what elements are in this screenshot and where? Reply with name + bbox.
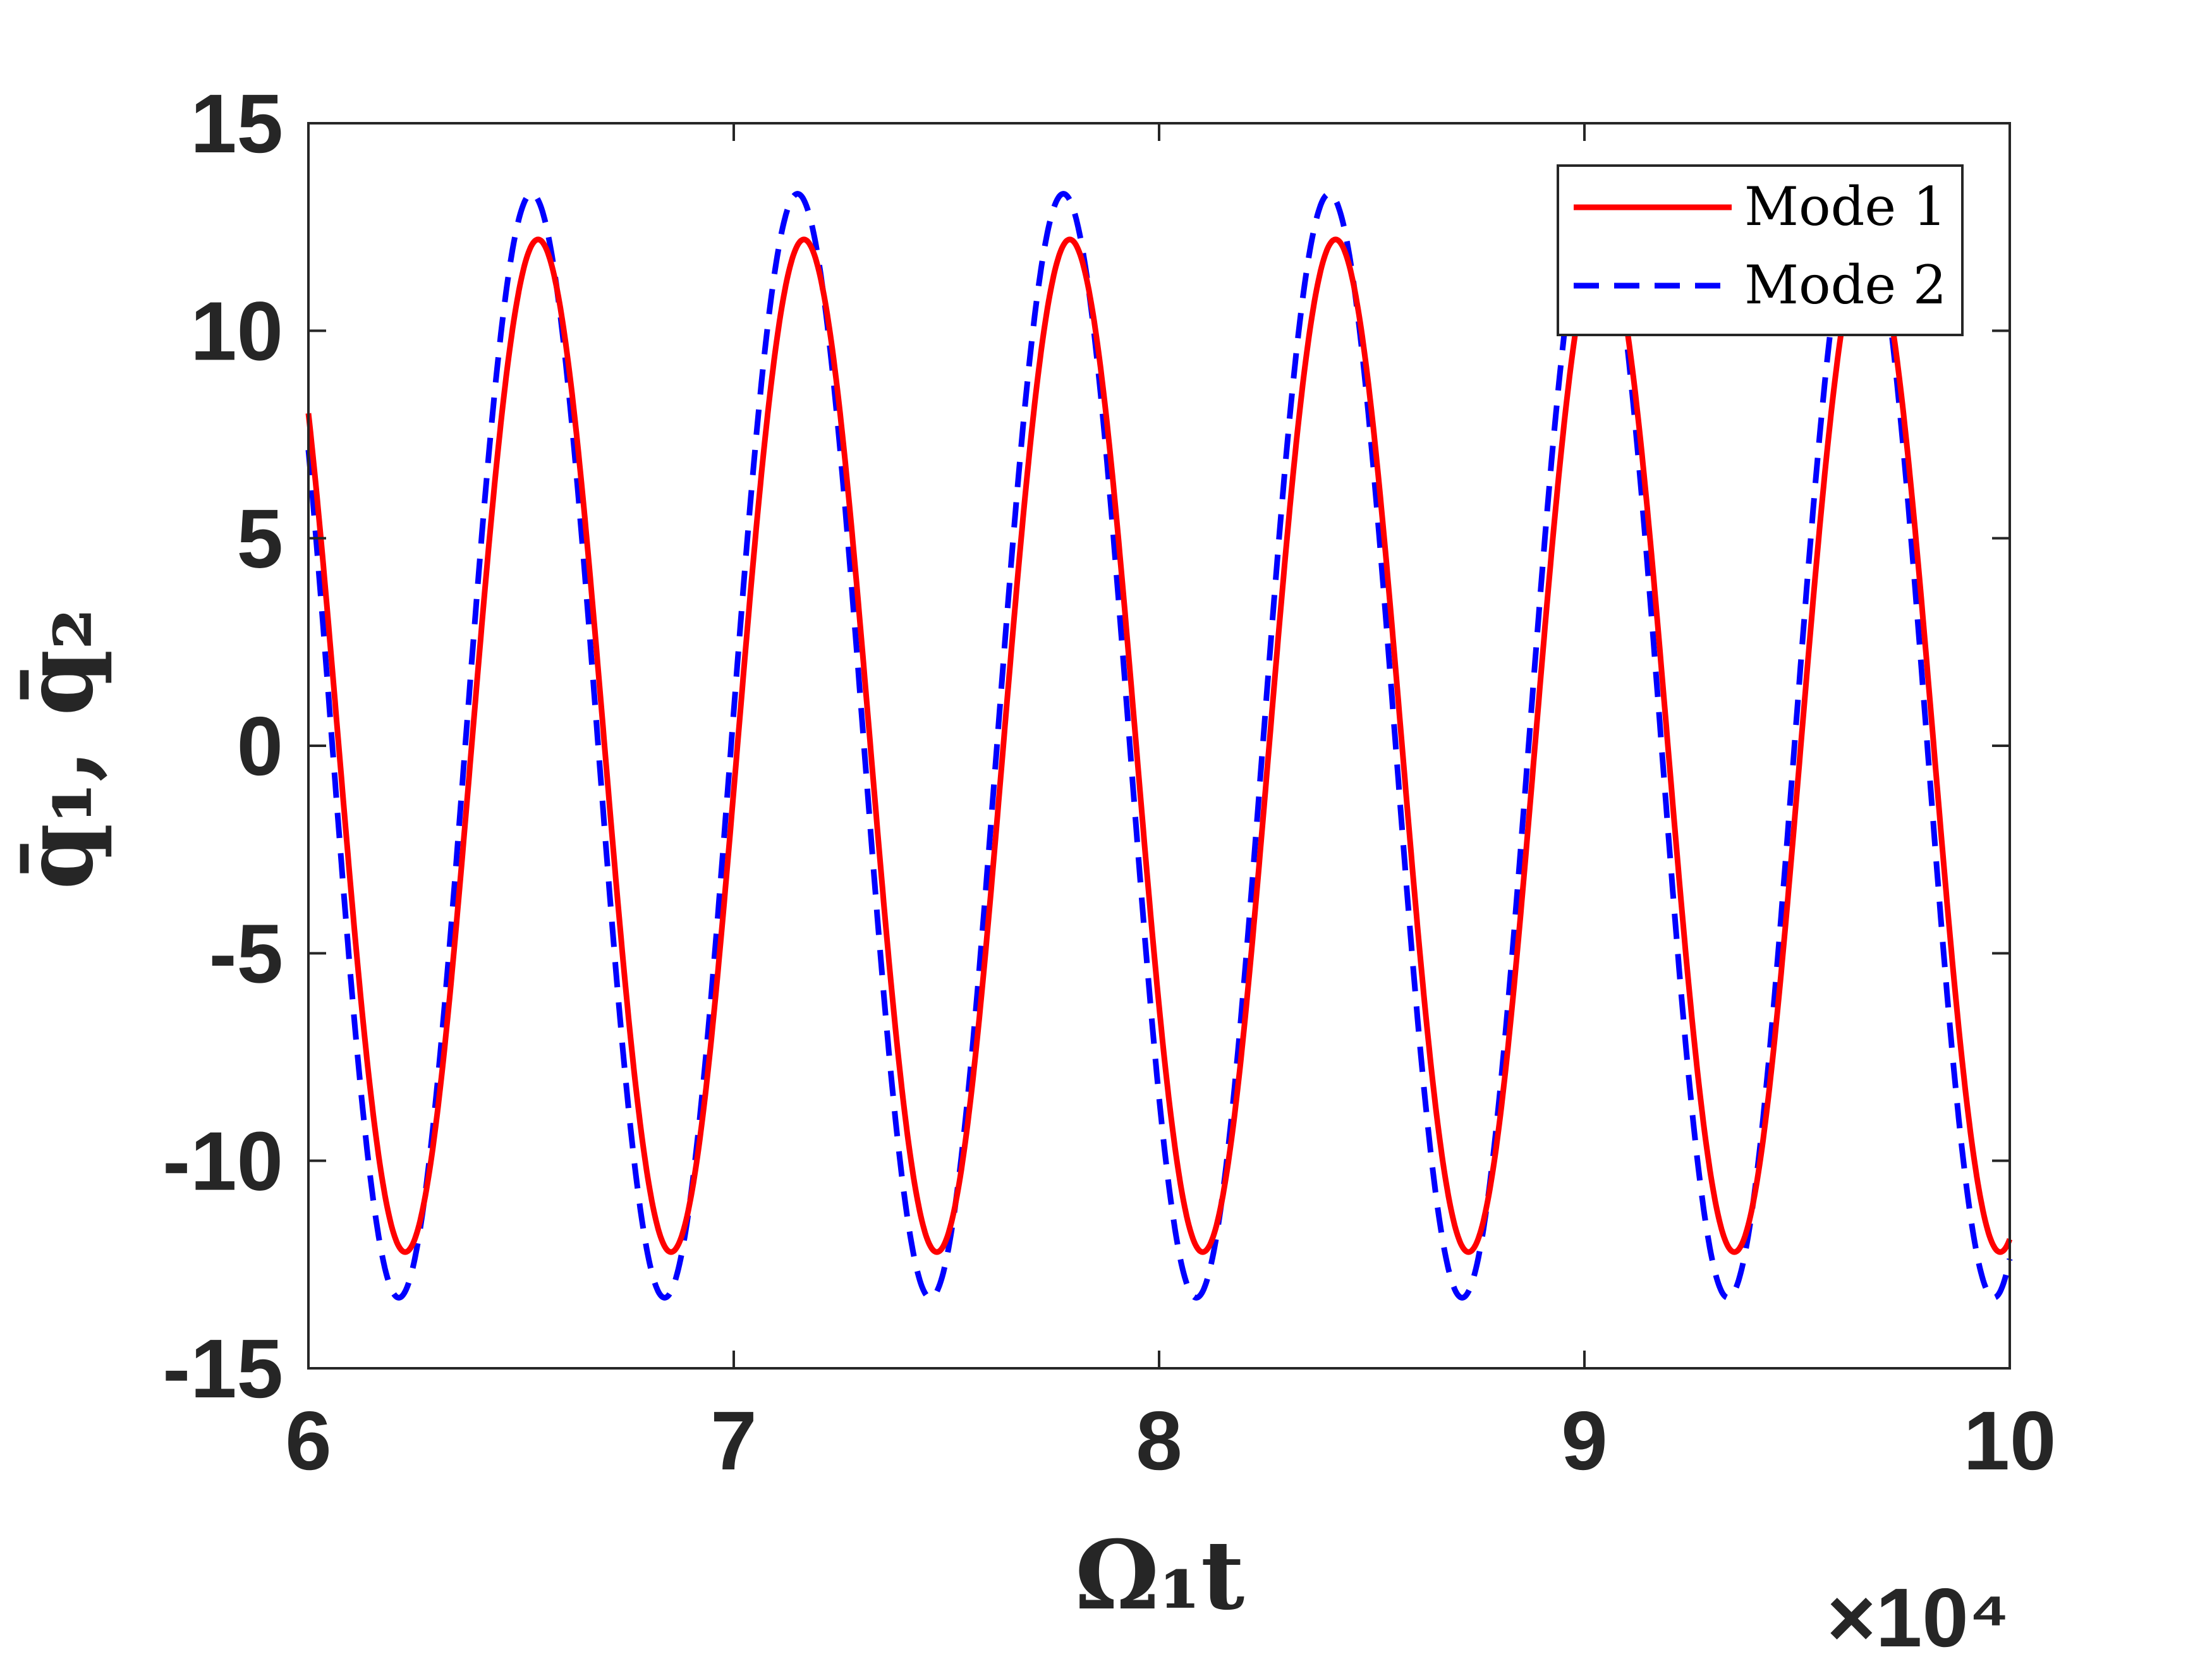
x-tick-label: 7 [710,1394,757,1487]
x-tick-label: 9 [1561,1394,1607,1487]
x-tick-label: 8 [1136,1394,1182,1487]
x-axis-title: Ω₁t [1075,1520,1245,1631]
x-tick-label: 6 [285,1394,331,1487]
y-axis-title: q̄₁, q̄₂ [3,608,114,890]
legend-box [1557,164,1964,336]
y-tick-label: 5 [237,492,283,585]
legend: Mode 1 Mode 2 [1557,164,1964,336]
y-tick-label: 10 [190,284,283,377]
axes [307,122,2011,1370]
legend-label-mode-2: Mode 2 [1744,254,1947,316]
series-line-mode-2 [305,191,2013,1301]
x-exponent-label: ×10⁴ [1827,1571,2010,1659]
y-tick-label: -5 [209,907,283,1000]
y-tick-label: 15 [190,77,283,170]
y-tick-label: -15 [162,1322,283,1415]
series-layer [305,191,2013,1301]
y-tick-label: -10 [162,1115,283,1208]
x-tick-label: 10 [1964,1394,2057,1487]
series-line-mode-1 [305,236,2013,1255]
tick-labels: 6 7 8 9 10 15 10 5 0 -5 -10 -15 [162,77,2056,1487]
legend-label-mode-1: Mode 1 [1744,176,1947,238]
y-tick-label: 0 [237,700,283,793]
